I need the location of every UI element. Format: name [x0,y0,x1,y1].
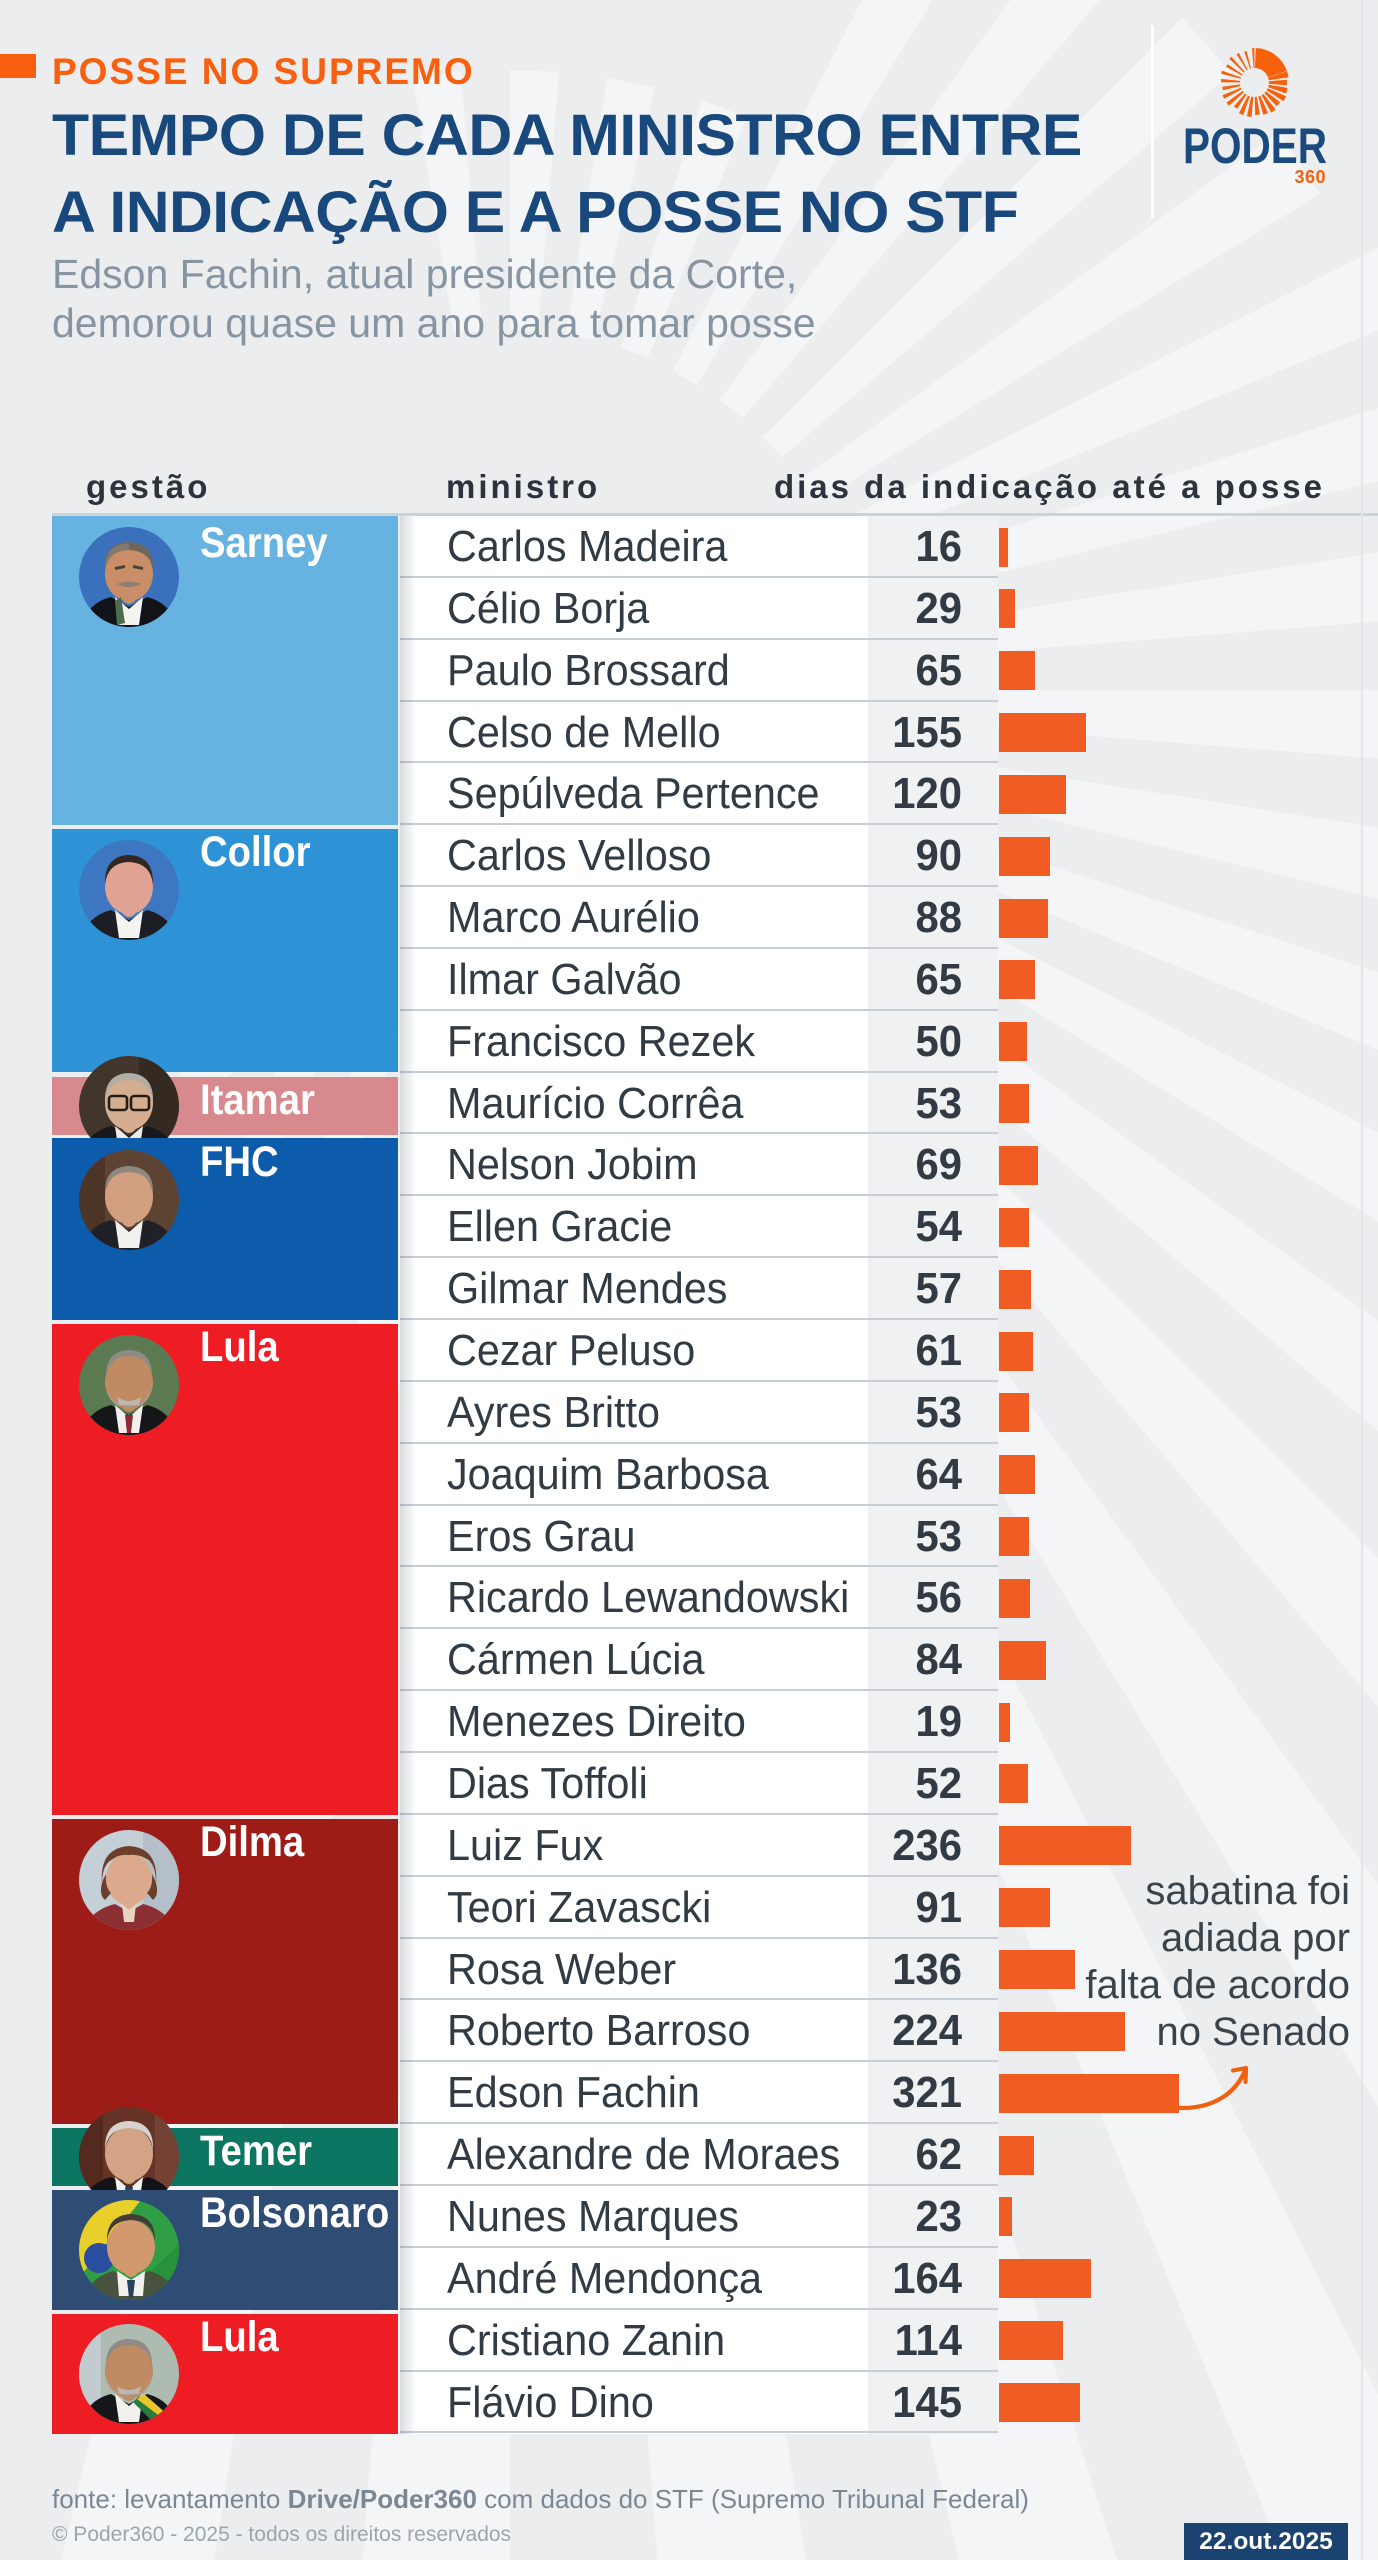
svg-text:PODER: PODER [1183,118,1327,174]
svg-text:360: 360 [1294,167,1326,187]
